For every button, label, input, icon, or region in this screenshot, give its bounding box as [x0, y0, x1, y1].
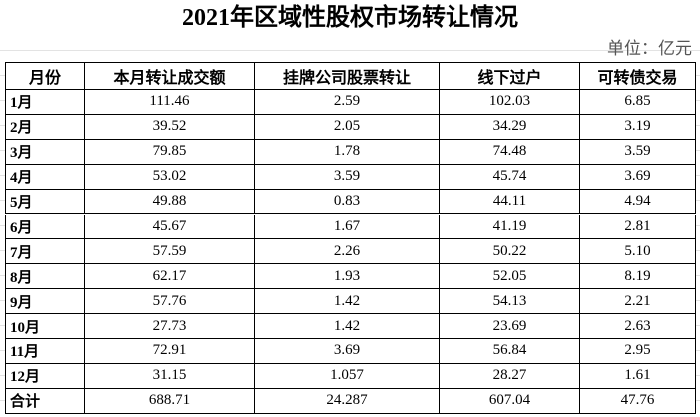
table-cell: 0.83	[255, 189, 440, 215]
table-cell: 45.67	[85, 214, 255, 240]
row-label: 6月	[5, 214, 85, 240]
table-cell: 2.26	[255, 239, 440, 265]
table-cell: 1.78	[255, 139, 440, 165]
row-label: 1月	[5, 90, 85, 115]
table-cell: 6.85	[580, 90, 696, 115]
table-cell: 2.63	[580, 314, 696, 339]
table-cell: 54.13	[440, 289, 580, 315]
table-cell: 56.84	[440, 339, 580, 364]
table-cell: 39.52	[85, 114, 255, 140]
table-cell: 45.74	[440, 164, 580, 190]
row-label: 9月	[5, 289, 85, 315]
table-cell: 111.46	[85, 90, 255, 115]
table-cell: 62.17	[85, 264, 255, 290]
row-label: 2月	[5, 114, 85, 140]
table-cell: 3.59	[580, 139, 696, 165]
table-cell: 4.94	[580, 189, 696, 215]
table-cell: 3.69	[580, 164, 696, 190]
header-cell: 线下过户	[440, 62, 580, 90]
row-label: 合计	[5, 388, 85, 414]
row-label: 5月	[5, 189, 85, 215]
header-cell: 可转债交易	[580, 62, 696, 90]
table-cell: 52.05	[440, 264, 580, 290]
table-cell: 607.04	[440, 388, 580, 414]
title: 2021年区域性股权市场转让情况	[0, 0, 700, 36]
table-cell: 1.42	[255, 314, 440, 339]
table-cell: 1.057	[255, 363, 440, 389]
table-cell: 47.76	[580, 388, 696, 414]
table-cell: 1.67	[255, 214, 440, 240]
row-label: 7月	[5, 239, 85, 265]
row-label: 3月	[5, 139, 85, 165]
table-cell: 50.22	[440, 239, 580, 265]
table-cell: 8.19	[580, 264, 696, 290]
table-cell: 34.29	[440, 114, 580, 140]
table-cell: 102.03	[440, 90, 580, 115]
table-cell: 27.73	[85, 314, 255, 339]
unit-label: 单位：亿元	[607, 39, 692, 58]
row-label: 8月	[5, 264, 85, 290]
table-cell: 3.59	[255, 164, 440, 190]
table-cell: 24.287	[255, 388, 440, 414]
table-cell: 57.76	[85, 289, 255, 315]
table-cell: 688.71	[85, 388, 255, 414]
row-label: 10月	[5, 314, 85, 339]
table-cell: 74.48	[440, 139, 580, 165]
table-cell: 1.93	[255, 264, 440, 290]
header-cell: 挂牌公司股票转让	[255, 62, 440, 90]
row-label: 11月	[5, 339, 85, 364]
table-cell: 3.19	[580, 114, 696, 140]
table-cell: 2.59	[255, 90, 440, 115]
table-cell: 23.69	[440, 314, 580, 339]
table-cell: 49.88	[85, 189, 255, 215]
table-cell: 57.59	[85, 239, 255, 265]
header-cell: 本月转让成交额	[85, 62, 255, 90]
table-cell: 31.15	[85, 363, 255, 389]
table-cell: 53.02	[85, 164, 255, 190]
table-cell: 79.85	[85, 139, 255, 165]
row-label: 12月	[5, 363, 85, 389]
table-cell: 2.21	[580, 289, 696, 315]
table-cell: 2.95	[580, 339, 696, 364]
table-cell: 28.27	[440, 363, 580, 389]
header-cell: 月份	[5, 62, 85, 90]
table-cell: 44.11	[440, 189, 580, 215]
table-cell: 41.19	[440, 214, 580, 240]
table-cell: 72.91	[85, 339, 255, 364]
table-cell: 5.10	[580, 239, 696, 265]
table-cell: 3.69	[255, 339, 440, 364]
row-label: 4月	[5, 164, 85, 190]
table-cell: 1.61	[580, 363, 696, 389]
table-cell: 1.42	[255, 289, 440, 315]
table-cell: 2.05	[255, 114, 440, 140]
table-cell: 2.81	[580, 214, 696, 240]
